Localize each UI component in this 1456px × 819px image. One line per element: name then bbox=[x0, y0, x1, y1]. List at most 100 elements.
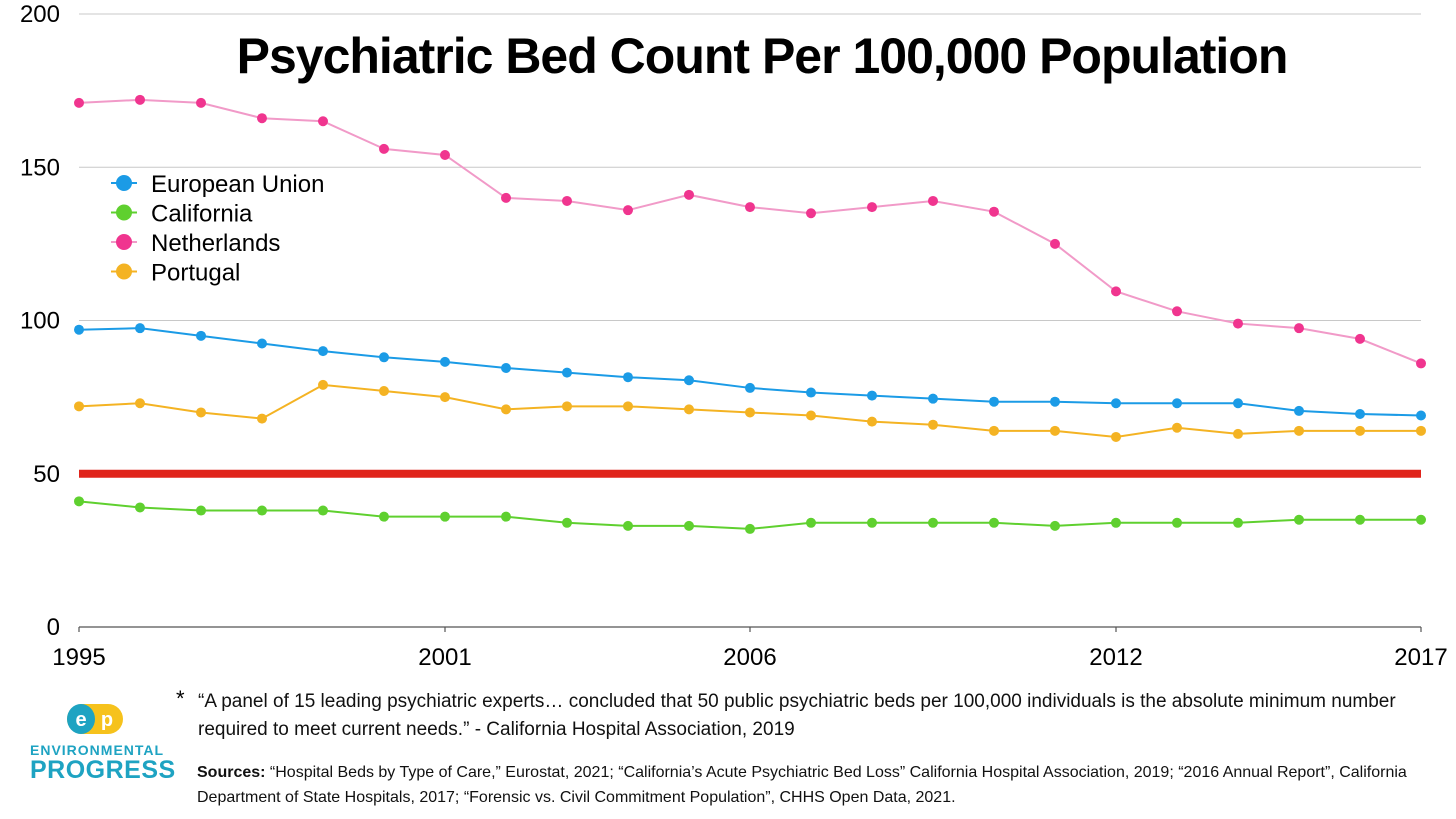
data-point-european-union bbox=[1172, 398, 1182, 409]
data-point-european-union bbox=[806, 387, 816, 398]
data-point-netherlands bbox=[867, 202, 877, 213]
data-point-netherlands bbox=[1355, 333, 1365, 344]
data-point-portugal bbox=[196, 407, 206, 418]
line-chart: 0 50 100 150 200 1995 2001 2006 2012 2017 Psychi… bbox=[20, 1, 1448, 671]
data-point-portugal bbox=[74, 401, 84, 412]
data-point-california bbox=[74, 496, 84, 507]
legend-label-california: California bbox=[151, 201, 253, 228]
data-point-california bbox=[928, 517, 938, 528]
legend-marker-netherlands bbox=[116, 234, 132, 250]
data-point-portugal bbox=[379, 385, 389, 396]
data-point-european-union bbox=[623, 372, 633, 383]
data-point-european-union bbox=[135, 323, 145, 334]
data-point-netherlands bbox=[379, 143, 389, 154]
data-point-netherlands bbox=[501, 192, 511, 203]
data-point-portugal bbox=[440, 392, 450, 403]
data-point-netherlands bbox=[1111, 286, 1121, 297]
data-point-california bbox=[1294, 514, 1304, 525]
data-point-european-union bbox=[1233, 398, 1243, 409]
legend-label-portugal: Portugal bbox=[151, 260, 240, 287]
data-point-netherlands bbox=[806, 208, 816, 219]
data-point-netherlands bbox=[257, 113, 267, 124]
data-point-portugal bbox=[623, 401, 633, 412]
series-portugal bbox=[74, 379, 1426, 442]
data-point-portugal bbox=[989, 425, 999, 436]
data-point-portugal bbox=[257, 413, 267, 424]
data-point-european-union bbox=[1355, 408, 1365, 419]
data-point-european-union bbox=[379, 352, 389, 363]
y-tick-label: 200 bbox=[20, 1, 60, 28]
data-point-netherlands bbox=[562, 195, 572, 206]
footnote-marker: * bbox=[176, 686, 185, 711]
data-point-netherlands bbox=[1050, 238, 1060, 249]
legend-marker-california bbox=[116, 204, 132, 221]
series-california bbox=[74, 496, 1426, 534]
data-point-california bbox=[623, 520, 633, 531]
series-netherlands bbox=[74, 94, 1426, 369]
data-point-california bbox=[562, 517, 572, 528]
data-point-european-union bbox=[257, 338, 267, 349]
data-point-netherlands bbox=[684, 189, 694, 200]
data-point-european-union bbox=[196, 330, 206, 341]
data-point-european-union bbox=[74, 324, 84, 335]
series-layer bbox=[74, 94, 1426, 534]
data-point-california bbox=[806, 517, 816, 528]
data-point-california bbox=[1355, 514, 1365, 525]
data-point-netherlands bbox=[745, 202, 755, 213]
legend-marker-portugal bbox=[116, 263, 132, 280]
data-point-california bbox=[745, 523, 755, 534]
series-european-union bbox=[74, 323, 1426, 421]
y-axis-ticks: 0 50 100 150 200 bbox=[20, 1, 60, 641]
data-point-california bbox=[1233, 517, 1243, 528]
data-point-portugal bbox=[806, 410, 816, 421]
x-tick-label: 2017 bbox=[1394, 644, 1447, 671]
data-point-european-union bbox=[1111, 398, 1121, 409]
data-point-european-union bbox=[684, 375, 694, 386]
data-point-european-union bbox=[440, 356, 450, 367]
data-point-netherlands bbox=[623, 205, 633, 216]
data-point-california bbox=[318, 505, 328, 516]
x-tick-label: 2001 bbox=[418, 644, 471, 671]
legend-label-netherlands: Netherlands bbox=[151, 230, 280, 257]
chart-title: Psychiatric Bed Count Per 100,000 Popula… bbox=[237, 28, 1288, 84]
data-point-california bbox=[1050, 520, 1060, 531]
data-point-california bbox=[684, 520, 694, 531]
data-point-portugal bbox=[745, 407, 755, 418]
data-point-california bbox=[135, 502, 145, 513]
data-point-portugal bbox=[1355, 425, 1365, 436]
data-point-european-union bbox=[1416, 410, 1426, 421]
data-point-european-union bbox=[928, 393, 938, 404]
legend-marker-european-union bbox=[116, 175, 132, 191]
svg-text:p: p bbox=[101, 709, 113, 731]
data-point-california bbox=[1172, 517, 1182, 528]
logo-text-progress: PROGRESS bbox=[30, 756, 176, 784]
legend-item-california: California bbox=[111, 201, 253, 228]
data-point-california bbox=[501, 511, 511, 522]
x-tick-label: 2012 bbox=[1089, 644, 1142, 671]
data-point-european-union bbox=[1294, 405, 1304, 416]
x-tick-label: 1995 bbox=[52, 644, 105, 671]
sources-citation: Sources: “Hospital Beds by Type of Care,… bbox=[197, 760, 1442, 810]
data-point-portugal bbox=[867, 416, 877, 427]
data-point-netherlands bbox=[1233, 318, 1243, 329]
data-point-netherlands bbox=[135, 94, 145, 105]
data-point-california bbox=[867, 517, 877, 528]
data-point-california bbox=[379, 511, 389, 522]
svg-text:e: e bbox=[75, 709, 86, 731]
data-point-european-union bbox=[501, 363, 511, 374]
series-line-european-union bbox=[78, 327, 1422, 417]
y-tick-label: 0 bbox=[47, 614, 60, 641]
data-point-european-union bbox=[1050, 396, 1060, 407]
data-point-portugal bbox=[1111, 431, 1121, 442]
legend-item-netherlands: Netherlands bbox=[111, 230, 280, 257]
logo-text-environmental: ENVIRONMENTAL bbox=[30, 742, 165, 758]
data-point-california bbox=[1416, 514, 1426, 525]
data-point-portugal bbox=[562, 401, 572, 412]
data-point-california bbox=[196, 505, 206, 516]
data-point-portugal bbox=[1050, 425, 1060, 436]
data-point-portugal bbox=[1294, 425, 1304, 436]
legend-item-portugal: Portugal bbox=[111, 260, 240, 287]
data-point-netherlands bbox=[928, 195, 938, 206]
data-point-netherlands bbox=[440, 149, 450, 160]
